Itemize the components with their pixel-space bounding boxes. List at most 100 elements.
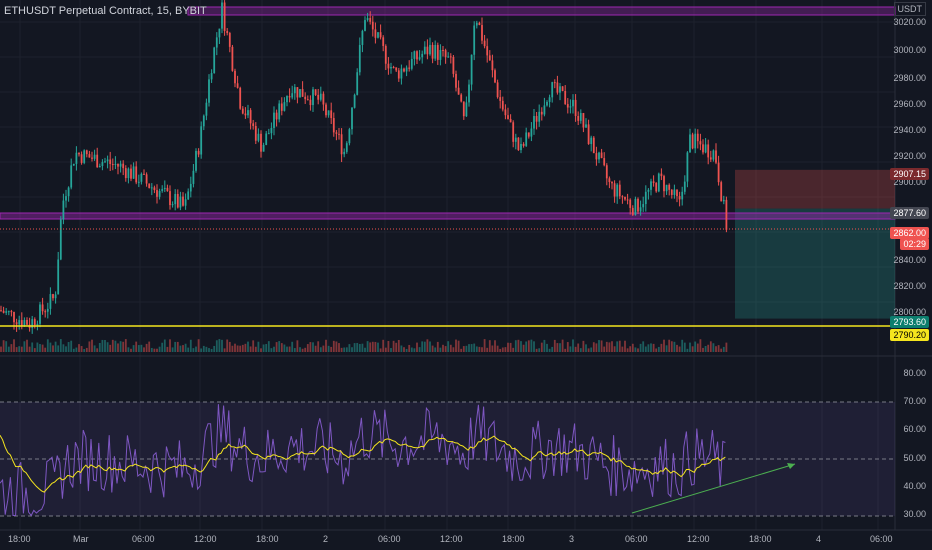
rsi-tick: 60.00 bbox=[903, 424, 926, 434]
candle-body bbox=[470, 54, 473, 85]
volume-bar bbox=[343, 347, 346, 352]
candle-body bbox=[426, 46, 429, 55]
volume-bar bbox=[184, 343, 187, 352]
volume-bar bbox=[717, 345, 720, 352]
volume-bar bbox=[23, 341, 26, 352]
volume-bar bbox=[551, 346, 554, 352]
volume-bar bbox=[299, 347, 301, 352]
volume-bar bbox=[499, 348, 502, 352]
volume-bar bbox=[28, 346, 31, 352]
volume-bar bbox=[637, 348, 639, 352]
candle-body bbox=[416, 51, 418, 60]
rsi-tick: 50.00 bbox=[903, 453, 926, 463]
candle-body bbox=[384, 45, 387, 64]
volume-bar bbox=[540, 342, 543, 352]
candle-body bbox=[260, 133, 262, 152]
volume-bar bbox=[153, 348, 156, 352]
candle-body bbox=[80, 154, 83, 163]
volume-bar bbox=[699, 339, 702, 352]
volume-bar bbox=[611, 341, 613, 352]
candle-body bbox=[598, 152, 600, 160]
volume-bar bbox=[312, 342, 314, 352]
candle-body bbox=[717, 162, 720, 183]
volume-bar bbox=[696, 343, 699, 352]
candle-body bbox=[722, 199, 725, 202]
volume-bar bbox=[325, 339, 327, 352]
candle-body bbox=[247, 110, 249, 116]
volume-bar bbox=[223, 348, 226, 352]
volume-bar bbox=[338, 343, 340, 352]
candle-body bbox=[405, 67, 408, 72]
candle-body bbox=[668, 184, 671, 190]
volume-bar bbox=[465, 345, 468, 352]
candle-body bbox=[270, 127, 273, 134]
volume-bar bbox=[247, 341, 249, 352]
candle-body bbox=[169, 191, 171, 206]
volume-bar bbox=[332, 340, 335, 352]
candle-body bbox=[514, 137, 517, 142]
candle-body bbox=[179, 196, 182, 208]
candle-body bbox=[564, 90, 567, 105]
candle-body bbox=[483, 40, 486, 47]
candle-body bbox=[475, 22, 478, 26]
volume-bar bbox=[156, 348, 158, 352]
volume-bar bbox=[124, 339, 127, 352]
candle-body bbox=[208, 79, 210, 103]
volume-bar bbox=[91, 339, 93, 352]
candle-body bbox=[481, 25, 483, 41]
candle-body bbox=[322, 93, 325, 105]
candle-body bbox=[639, 207, 642, 212]
candle-body bbox=[358, 44, 361, 73]
volume-bar bbox=[122, 341, 125, 352]
currency-label[interactable]: USDT bbox=[893, 2, 926, 16]
candle-body bbox=[291, 93, 294, 98]
volume-bar bbox=[624, 340, 626, 352]
candle-body bbox=[257, 133, 260, 141]
candle-body bbox=[400, 68, 403, 79]
candle-body bbox=[364, 20, 366, 31]
candle-body bbox=[306, 99, 309, 101]
candle-body bbox=[595, 153, 598, 160]
rsi-tick: 70.00 bbox=[903, 396, 926, 406]
volume-bar bbox=[496, 345, 499, 352]
volume-bar bbox=[631, 343, 634, 352]
candle-body bbox=[163, 187, 166, 190]
volume-bar bbox=[96, 348, 99, 352]
volume-bar bbox=[478, 346, 481, 352]
volume-bar bbox=[574, 346, 577, 352]
volume-bar bbox=[319, 347, 322, 352]
candle-body bbox=[421, 53, 424, 58]
candle-body bbox=[351, 107, 353, 130]
time-tick: 06:00 bbox=[625, 534, 648, 544]
volume-bar bbox=[163, 339, 166, 352]
volume-bar bbox=[109, 344, 112, 352]
candle-body bbox=[161, 189, 164, 191]
volume-bar bbox=[707, 344, 710, 352]
candle-body bbox=[442, 50, 444, 52]
time-tick: 06:00 bbox=[132, 534, 155, 544]
volume-bar bbox=[104, 340, 106, 352]
time-tick: 12:00 bbox=[687, 534, 710, 544]
candle-body bbox=[15, 322, 18, 325]
volume-bar bbox=[520, 341, 522, 352]
volume-bar bbox=[59, 339, 62, 352]
candle-body bbox=[621, 196, 624, 198]
time-tick: 18:00 bbox=[749, 534, 772, 544]
volume-bar bbox=[566, 342, 569, 352]
countdown-label: 02:29 bbox=[900, 238, 929, 250]
volume-bar bbox=[553, 339, 556, 352]
volume-bar bbox=[408, 344, 411, 352]
candle-body bbox=[187, 191, 190, 200]
volume-bar bbox=[197, 339, 200, 352]
volume-bar bbox=[101, 339, 104, 352]
volume-bar bbox=[39, 344, 41, 352]
volume-bar bbox=[689, 342, 691, 352]
volume-bar bbox=[421, 341, 424, 352]
candle-body bbox=[520, 143, 522, 151]
candle-body bbox=[486, 46, 489, 56]
candle-body bbox=[182, 196, 184, 206]
volume-bar bbox=[507, 342, 509, 352]
volume-bar bbox=[436, 341, 439, 352]
